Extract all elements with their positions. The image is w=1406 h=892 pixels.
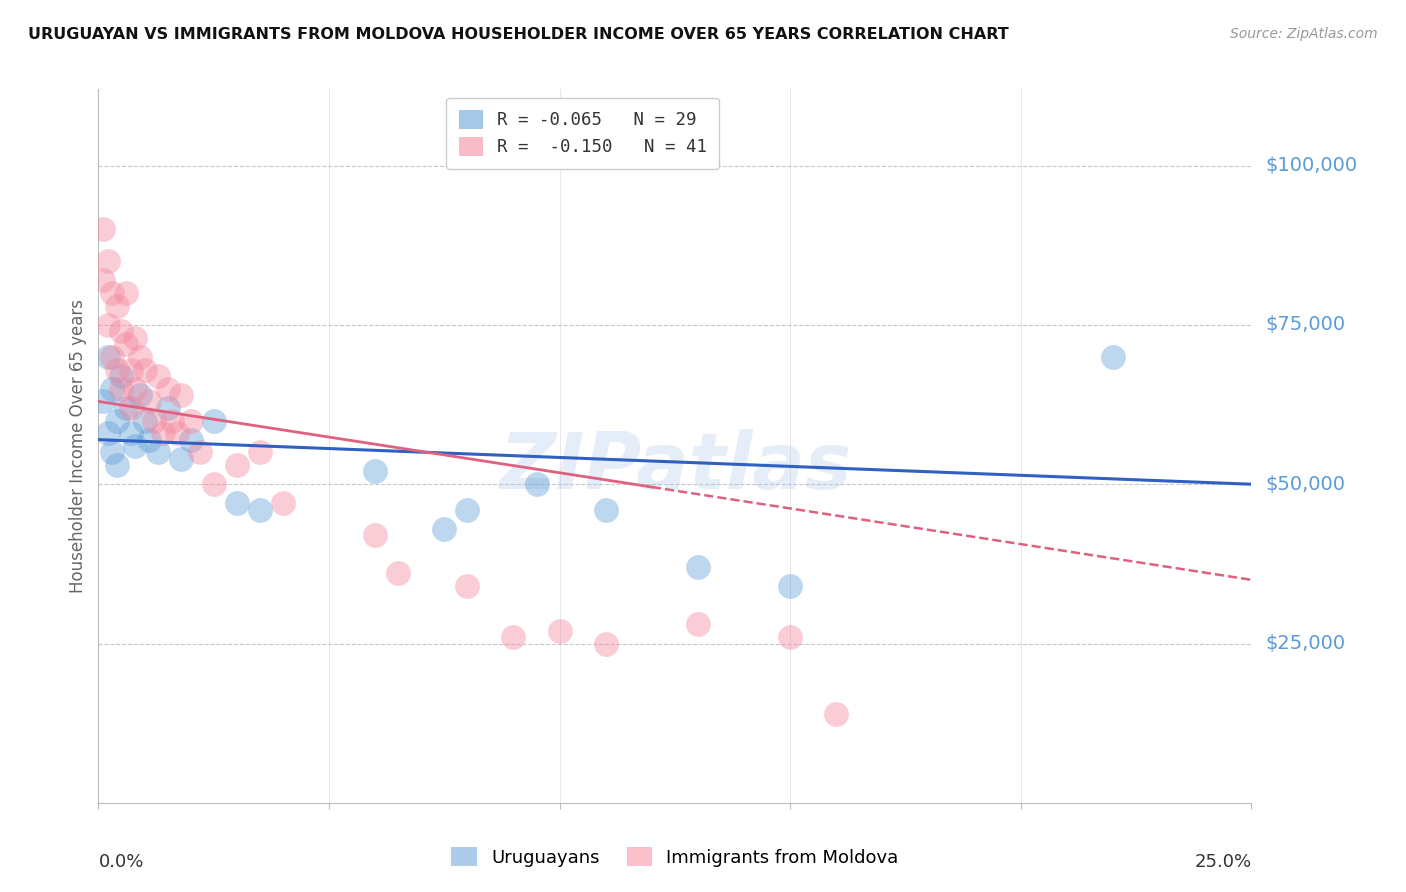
Point [97,254,120,268]
Point [124,331,146,345]
Point [138,394,160,409]
Point [160,413,183,427]
Point [180,433,202,447]
Point [97,318,120,332]
Point [91,222,114,236]
Point [120,401,142,415]
Point [91,394,114,409]
Legend: Uruguayans, Immigrants from Moldova: Uruguayans, Immigrants from Moldova [444,840,905,874]
Point [170,451,193,466]
Point [101,445,124,459]
Y-axis label: Householder Income Over 65 years: Householder Income Over 65 years [69,299,87,593]
Point [148,445,170,459]
Text: $50,000: $50,000 [1265,475,1346,494]
Text: ZIPatlas: ZIPatlas [499,429,851,506]
Point [101,286,124,301]
Point [129,388,152,402]
Point [456,502,478,516]
Point [170,388,193,402]
Point [115,401,138,415]
Point [110,324,132,338]
Point [91,273,114,287]
Point [180,413,202,427]
Point [686,617,709,632]
Text: 0.0%: 0.0% [98,853,143,871]
Point [202,413,225,427]
Point [825,706,848,721]
Point [686,560,709,574]
Point [364,528,387,542]
Point [124,439,146,453]
Point [152,426,174,441]
Text: Source: ZipAtlas.com: Source: ZipAtlas.com [1230,27,1378,41]
Point [225,496,247,510]
Point [779,579,801,593]
Point [387,566,409,581]
Point [779,630,801,644]
Point [249,445,271,459]
Point [1102,350,1125,364]
Text: $25,000: $25,000 [1265,634,1346,653]
Point [138,433,160,447]
Text: $100,000: $100,000 [1265,156,1357,175]
Point [124,382,146,396]
Point [271,496,294,510]
Point [110,382,132,396]
Point [115,337,138,351]
Point [105,299,128,313]
Point [105,413,128,427]
Point [364,465,387,479]
Point [156,401,179,415]
Point [97,426,120,441]
Point [225,458,247,472]
Point [120,426,142,441]
Point [249,502,271,516]
Point [548,624,571,638]
Point [105,458,128,472]
Point [166,426,188,441]
Point [110,368,132,383]
Point [502,630,524,644]
Point [595,502,617,516]
Point [134,362,156,376]
Point [433,522,456,536]
Point [456,579,478,593]
Point [101,350,124,364]
Text: 25.0%: 25.0% [1194,853,1251,871]
Text: URUGUAYAN VS IMMIGRANTS FROM MOLDOVA HOUSEHOLDER INCOME OVER 65 YEARS CORRELATIO: URUGUAYAN VS IMMIGRANTS FROM MOLDOVA HOU… [28,27,1010,42]
Point [134,413,156,427]
Point [129,350,152,364]
Legend: R = -0.065   N = 29, R =  -0.150   N = 41: R = -0.065 N = 29, R = -0.150 N = 41 [446,98,718,169]
Point [595,636,617,650]
Point [148,368,170,383]
Point [156,382,179,396]
Point [188,445,211,459]
Point [142,413,165,427]
Point [105,362,128,376]
Point [526,477,548,491]
Point [115,286,138,301]
Text: $75,000: $75,000 [1265,316,1346,334]
Point [202,477,225,491]
Point [101,382,124,396]
Point [120,362,142,376]
Point [97,350,120,364]
